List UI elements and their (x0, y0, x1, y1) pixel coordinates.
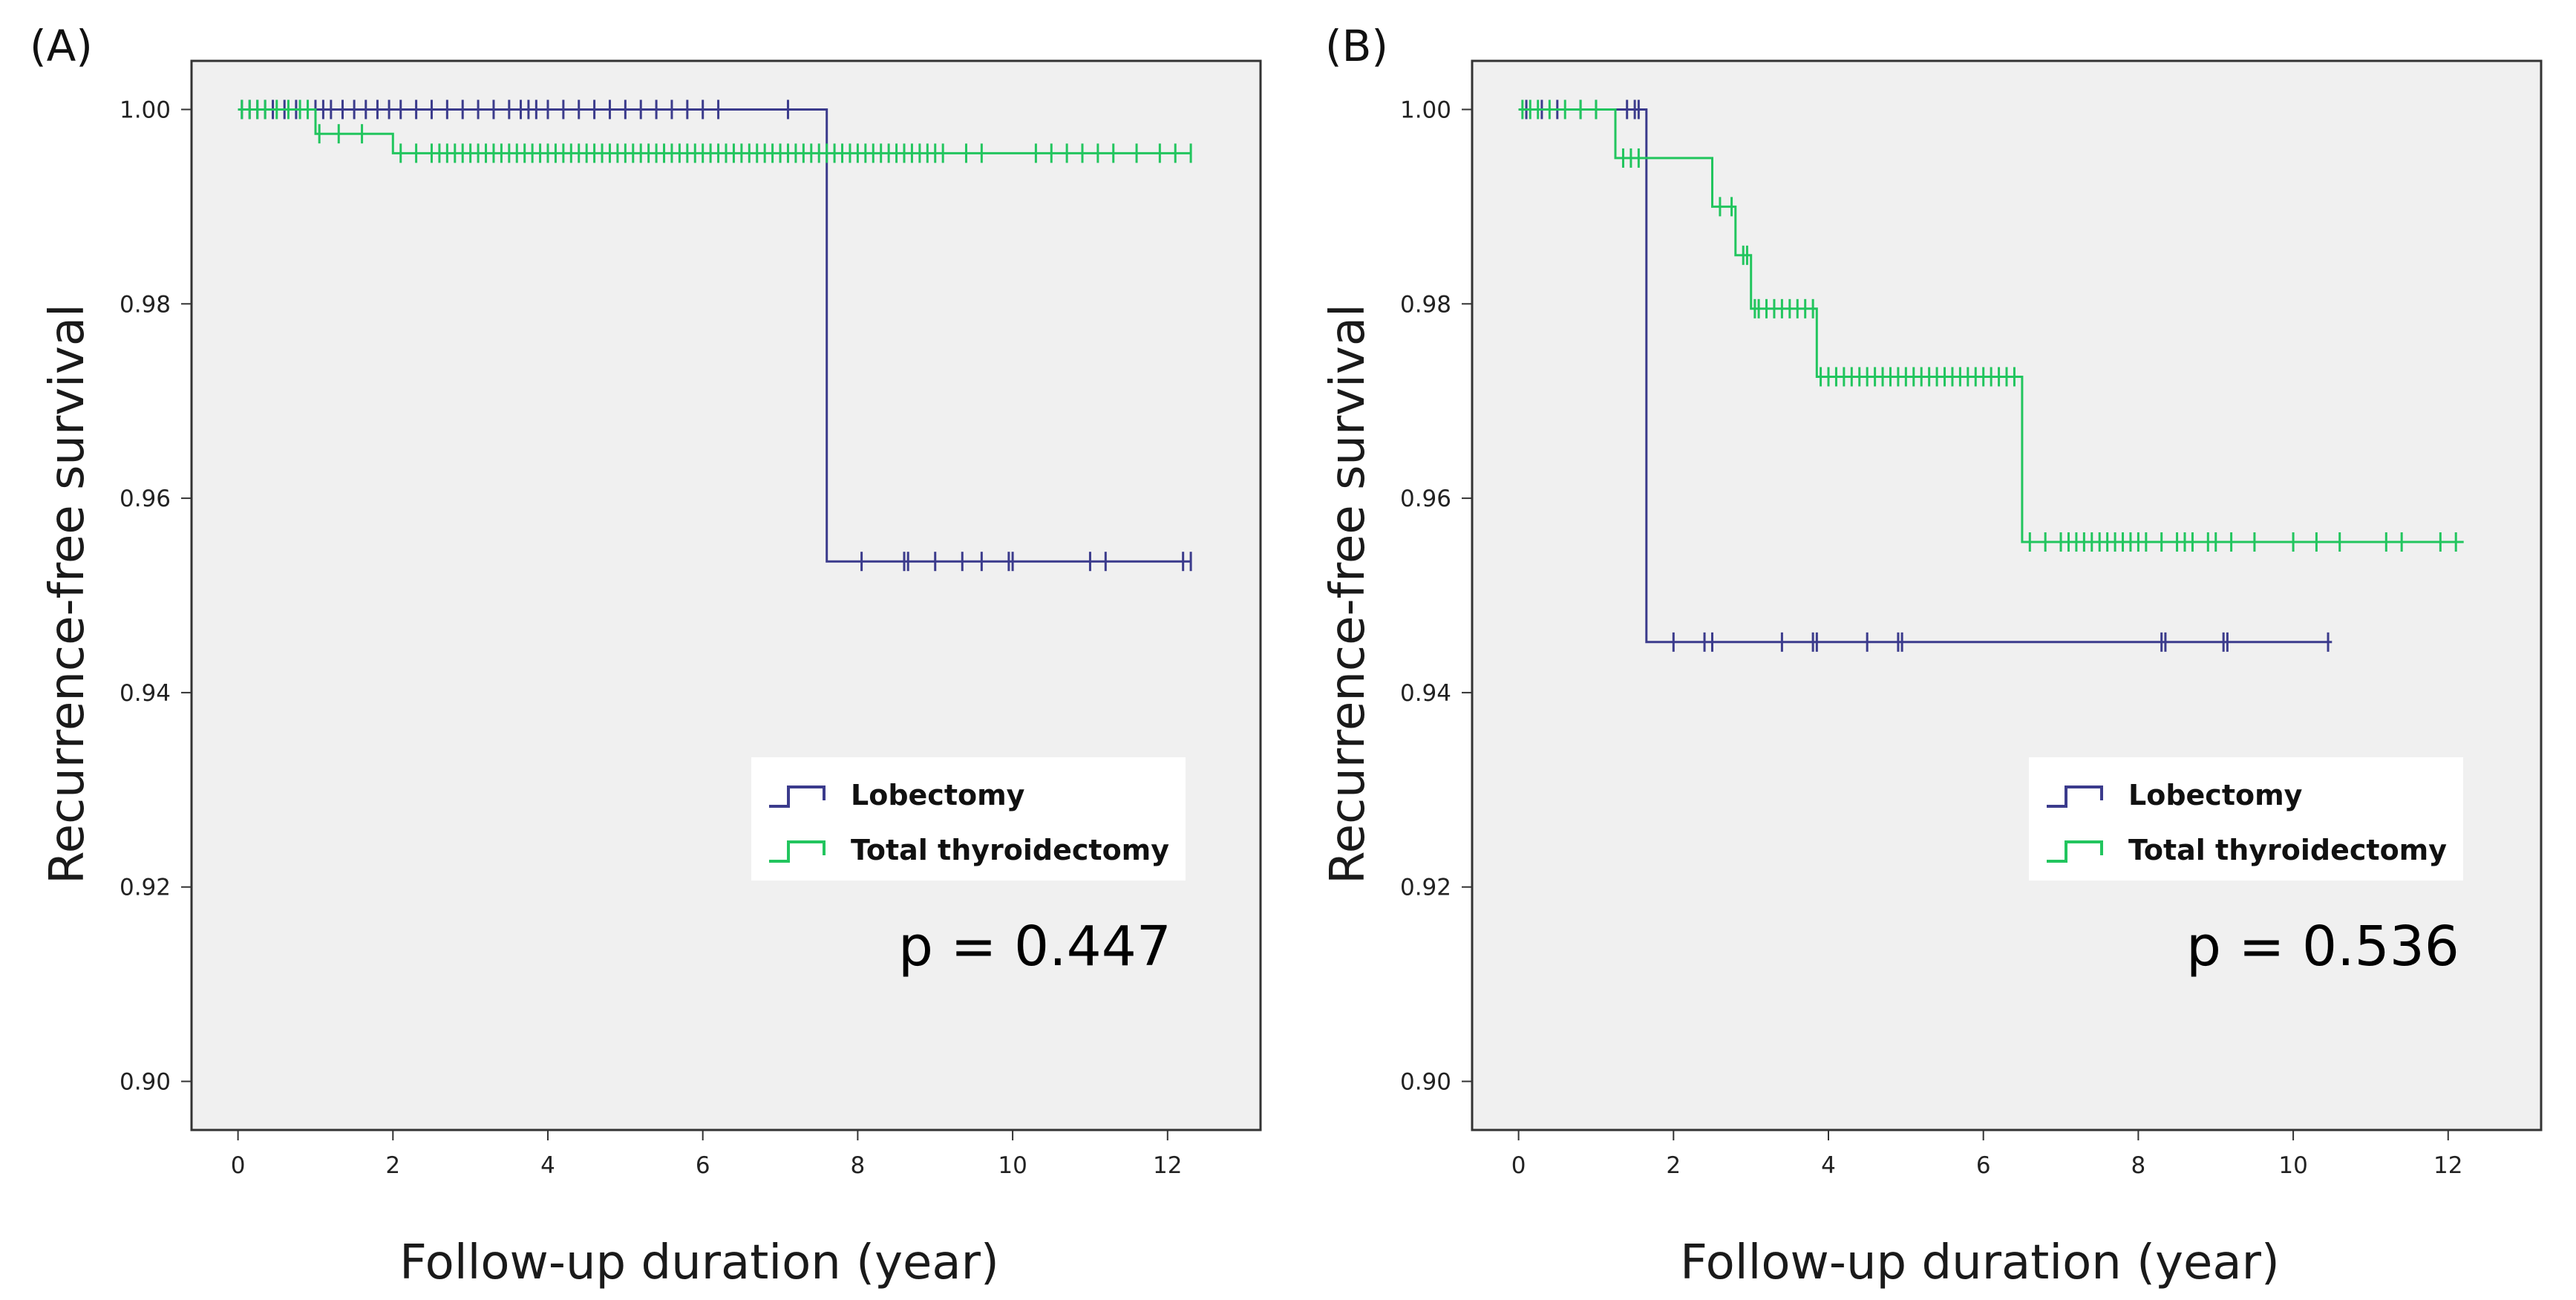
panel-a-y-ticks: 0.90 0.92 0.94 0.96 0.98 1.00 (120, 97, 192, 1096)
panel-a-x-tick-label: 10 (998, 1152, 1027, 1179)
panel-a-y-tick-label: 0.92 (120, 875, 171, 901)
panel-a-x-axis-title: Follow-up duration (year) (399, 1235, 999, 1290)
panel-a-plot-area (190, 59, 1262, 1131)
panel-b-y-tick-label: 0.98 (1400, 291, 1451, 318)
panel-b-legend: Lobectomy Total thyroidectomy (2029, 757, 2463, 881)
panel-a-legend-label-lobectomy: Lobectomy (851, 779, 1025, 811)
panel-b-y-axis-title: Recurrence-free survival (1321, 304, 1376, 884)
panel-b-curves (1518, 99, 2464, 652)
panel-b-legend-symbol-lobectomy (2047, 785, 2103, 808)
panel-a-x-tick-label: 8 (851, 1152, 866, 1179)
panel-a-curves (238, 99, 1192, 572)
panel-b-x-axis-title: Follow-up duration (year) (1680, 1235, 2280, 1290)
panel-a-x-tick-label: 6 (696, 1152, 710, 1179)
panel-a: (A) 0.90 0.92 0.94 0.96 0.98 1.00 0 2 4 6 8 10 12 R… (30, 21, 1262, 1290)
panel-a-legend-label-total-thyroidectomy: Total thyroidectomy (851, 834, 1169, 866)
panel-a-y-tick-label: 0.96 (120, 486, 171, 512)
panel-b-legend-label-total-thyroidectomy: Total thyroidectomy (2128, 834, 2447, 866)
panel-a-x-tick-label: 12 (1153, 1152, 1182, 1179)
panel-a-legend-box (751, 757, 1186, 881)
panel-b-x-tick-label: 4 (1821, 1152, 1836, 1179)
panel-b-legend-symbol-total-thyroidectomy (2047, 840, 2103, 863)
panel-b-y-tick-label: 0.94 (1400, 680, 1451, 707)
panel-b-label: (B) (1325, 21, 1388, 71)
panel-b-x-tick-label: 6 (1976, 1152, 1991, 1179)
panel-a-legend-symbol-lobectomy (769, 785, 826, 808)
panel-b-x-ticks: 0 2 4 6 8 10 12 (1511, 1130, 2463, 1179)
panel-a-p-value: p = 0.447 (898, 915, 1171, 979)
panel-a-label: (A) (30, 21, 93, 71)
panel-a-legend: Lobectomy Total thyroidectomy (751, 757, 1186, 881)
panel-b-x-tick-label: 2 (1666, 1152, 1681, 1179)
panel-b-y-tick-label: 0.96 (1400, 486, 1451, 512)
panel-a-x-tick-label: 0 (231, 1152, 246, 1179)
panel-b-x-tick-label: 10 (2278, 1152, 2307, 1179)
panel-a-total-thyroidectomy-curve (238, 108, 1191, 154)
panel-b-y-ticks: 0.90 0.92 0.94 0.96 0.98 1.00 (1400, 97, 1472, 1096)
panel-b-plot-area (1471, 59, 2543, 1131)
panel-b-x-tick-label: 8 (2131, 1152, 2146, 1179)
panel-b-legend-box (2029, 757, 2463, 881)
panel-b-y-tick-label: 1.00 (1400, 97, 1451, 123)
panel-b-x-tick-label: 12 (2433, 1152, 2462, 1179)
panel-b-y-tick-label: 0.92 (1400, 875, 1451, 901)
panel-b: (B) 0.90 0.92 0.94 0.96 0.98 1.00 0 2 4 6 8 10 12 R… (1321, 21, 2543, 1290)
panel-a-y-tick-label: 0.94 (120, 680, 171, 707)
panel-a-y-tick-label: 1.00 (120, 97, 171, 123)
panel-b-legend-label-lobectomy: Lobectomy (2128, 779, 2303, 811)
panel-b-p-value: p = 0.536 (2186, 915, 2459, 979)
panel-b-x-tick-label: 0 (1511, 1152, 1526, 1179)
panel-a-y-tick-label: 0.98 (120, 291, 171, 318)
panel-a-x-tick-label: 2 (385, 1152, 400, 1179)
panel-a-y-tick-label: 0.90 (120, 1069, 171, 1096)
panel-a-x-tick-label: 4 (540, 1152, 555, 1179)
panel-b-y-tick-label: 0.90 (1400, 1069, 1451, 1096)
panel-a-y-axis-title: Recurrence-free survival (40, 304, 95, 884)
panel-a-x-ticks: 0 2 4 6 8 10 12 (231, 1130, 1183, 1179)
panel-a-legend-symbol-total-thyroidectomy (769, 840, 826, 863)
